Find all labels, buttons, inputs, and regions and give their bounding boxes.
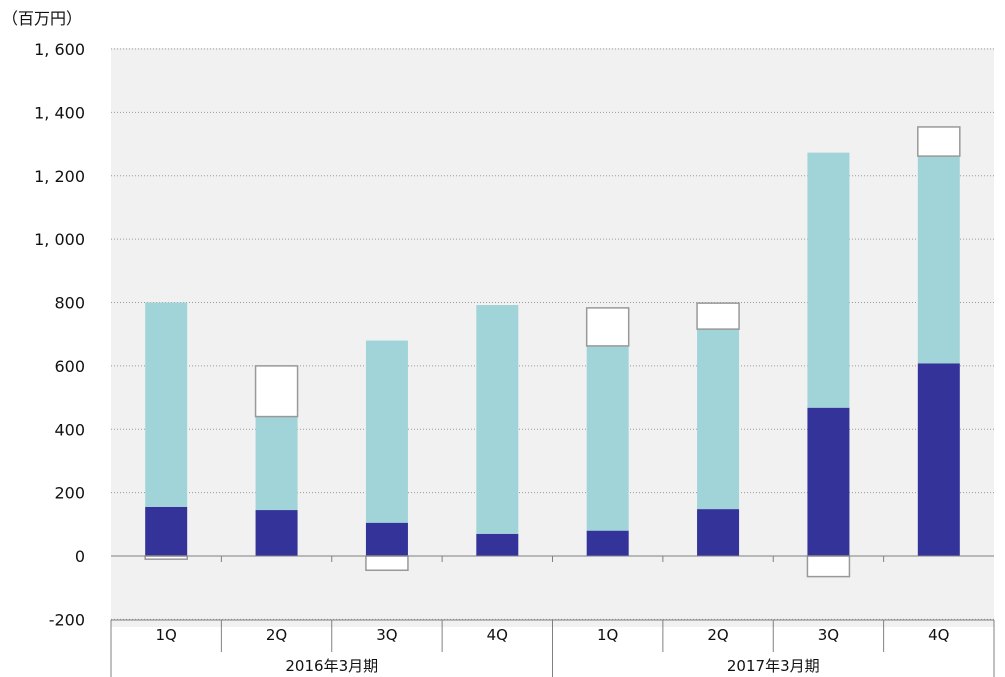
bar-segment-2 bbox=[476, 305, 519, 534]
y-tick-label: 1, 000 bbox=[34, 230, 85, 249]
y-tick-label: 0 bbox=[75, 547, 85, 566]
bar-segment-2 bbox=[917, 156, 960, 364]
bar-segment-1 bbox=[145, 506, 188, 556]
bar-segment-2 bbox=[697, 329, 740, 510]
y-tick-label: 1, 400 bbox=[34, 103, 85, 122]
bar-segment-1 bbox=[586, 530, 629, 556]
y-tick-label: 200 bbox=[54, 484, 85, 503]
bar-segment-2 bbox=[807, 152, 850, 408]
bar-segment-2 bbox=[255, 416, 298, 511]
bar-segment-3 bbox=[254, 365, 299, 418]
x-group-label: 2017年3月期 bbox=[727, 657, 820, 675]
bar-segment-1 bbox=[807, 407, 850, 556]
x-category-label: 2Q bbox=[266, 626, 287, 644]
y-tick-label: 1, 200 bbox=[34, 167, 85, 186]
axes bbox=[110, 555, 995, 677]
bar-segment-3 bbox=[806, 555, 851, 578]
bar-segment-2 bbox=[145, 302, 188, 507]
x-category-label: 4Q bbox=[928, 626, 949, 644]
bar-segment-3 bbox=[585, 307, 630, 347]
x-category-labels: 1Q 2Q 3Q 4Q 1Q 2Q 3Q 4Q 2016年3月期 2017年3月期 bbox=[156, 626, 950, 675]
bar-segment-1 bbox=[255, 510, 298, 556]
bars bbox=[144, 126, 961, 578]
x-category-label: 3Q bbox=[376, 626, 397, 644]
y-tick-labels: -200 0 200 400 600 800 1, 000 1, 200 1, 400 1, 60… bbox=[34, 40, 85, 629]
bar-segment-3 bbox=[917, 126, 961, 157]
bar-segment-3 bbox=[696, 302, 740, 330]
y-tick-label: 600 bbox=[54, 357, 85, 376]
x-group-label: 2016年3月期 bbox=[285, 657, 378, 675]
bar-segment-1 bbox=[476, 533, 519, 556]
x-category-label: 3Q bbox=[818, 626, 839, 644]
y-tick-label: 800 bbox=[54, 294, 85, 313]
x-category-label: 1Q bbox=[156, 626, 177, 644]
unit-label: （百万円） bbox=[2, 9, 82, 28]
y-tick-label: 1, 600 bbox=[34, 40, 85, 59]
x-category-label: 4Q bbox=[487, 626, 508, 644]
bar-segment-2 bbox=[365, 340, 408, 523]
bar-segment-2 bbox=[586, 345, 629, 531]
bar-segment-1 bbox=[917, 363, 960, 556]
bar-segment-3 bbox=[365, 555, 409, 572]
y-tick-label: 400 bbox=[54, 420, 85, 439]
bar-segment-1 bbox=[697, 509, 740, 556]
y-tick-label: -200 bbox=[49, 610, 85, 629]
bar-segment-1 bbox=[365, 522, 408, 556]
plot-background bbox=[111, 48, 994, 627]
x-category-label: 2Q bbox=[707, 626, 728, 644]
x-category-label: 1Q bbox=[597, 626, 618, 644]
